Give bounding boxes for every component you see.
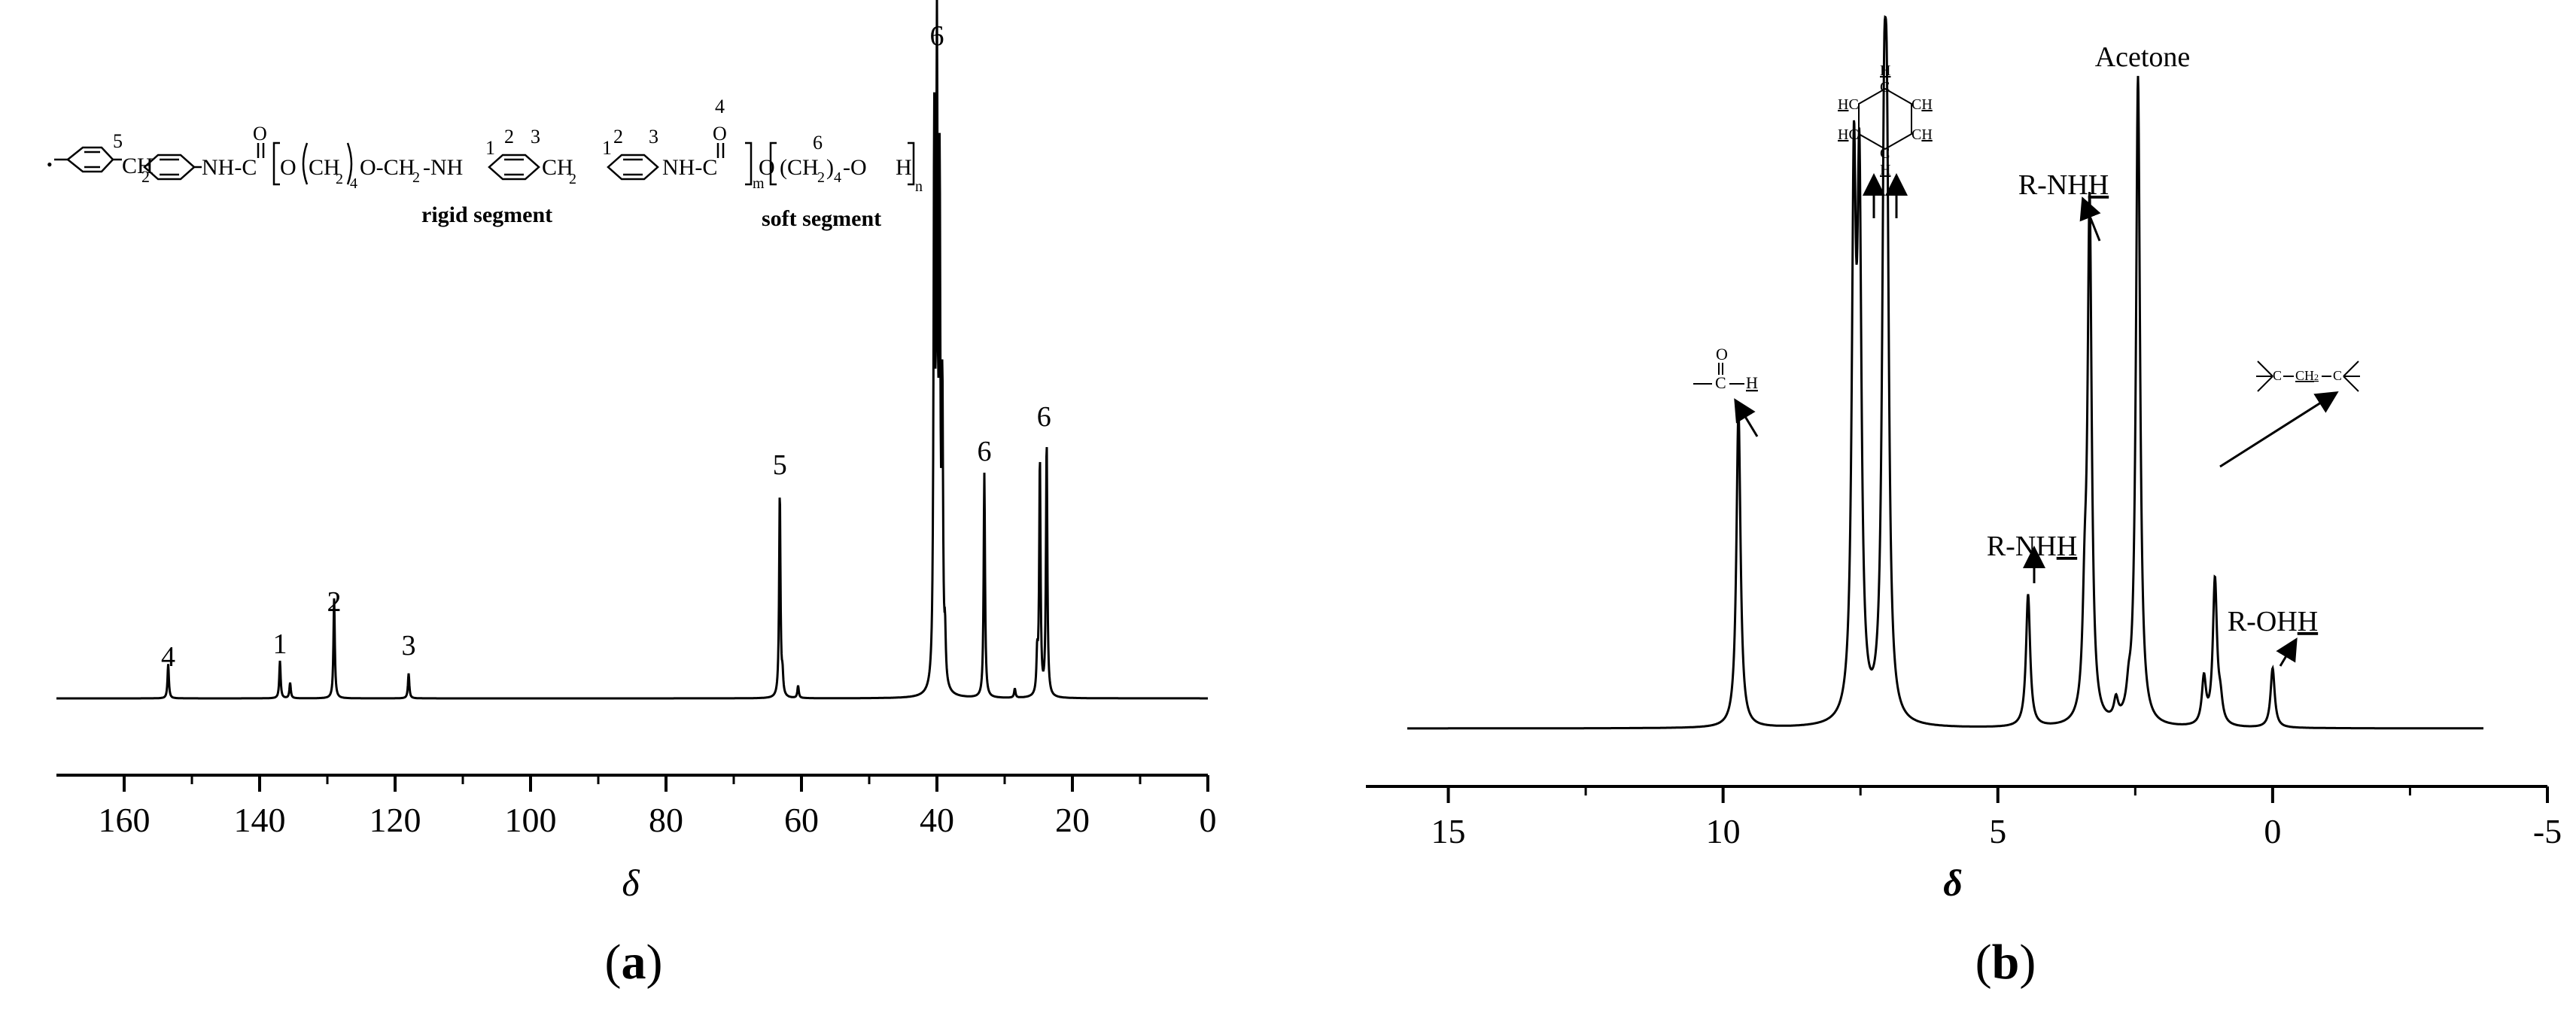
svg-text:2: 2 (504, 126, 514, 148)
panel-label-a: (a) (605, 935, 663, 990)
x-tick-label: 40 (920, 801, 954, 839)
methylene-structure: C CH2 C (2256, 360, 2360, 392)
svg-text:H: H (896, 155, 912, 180)
svg-text:O: O (759, 155, 775, 180)
x-tick-label: 10 (1706, 812, 1741, 850)
spectrum-a-line (56, 0, 1208, 700)
svg-text:2: 2 (613, 126, 623, 148)
svg-text:2: 2 (817, 169, 825, 186)
svg-text:C: C (2273, 368, 2282, 383)
x-tick-label: 160 (99, 801, 151, 839)
benzene-structure: H C CH CH HC HC C H (1838, 62, 1933, 178)
svg-text:2: 2 (141, 167, 150, 186)
x-tick-label: 0 (1200, 801, 1217, 839)
x-tick-label: 5 (1989, 812, 2006, 850)
svg-text:CH: CH (1911, 96, 1933, 113)
soft-segment-label: soft segment (762, 206, 881, 231)
svg-text:4: 4 (715, 96, 725, 117)
svg-text:CH: CH (122, 154, 154, 178)
svg-text:H: H (1880, 62, 1890, 79)
x-tick-label: 60 (784, 801, 819, 839)
peak-label: 6 (1037, 401, 1051, 433)
svg-text:O: O (280, 155, 297, 180)
panel-label-b: (b) (1975, 935, 2036, 990)
svg-text:CH: CH (309, 155, 340, 180)
svg-text:-O: -O (843, 155, 867, 180)
svg-text:•: • (47, 155, 53, 174)
x-tick-label: 120 (370, 801, 421, 839)
peak-label: 4 (161, 641, 175, 673)
svg-text:O: O (713, 123, 727, 144)
svg-text:): ) (826, 155, 834, 180)
svg-text:O-CH: O-CH (360, 155, 415, 180)
svg-text:3: 3 (649, 126, 658, 148)
x-tick-label: 0 (2264, 812, 2281, 850)
svg-text:(b): (b) (1975, 935, 2036, 990)
svg-text:O: O (253, 123, 267, 144)
x-ticks-b: 15 10 5 0 -5 (1431, 786, 2562, 850)
x-tick-label: 100 (505, 801, 557, 839)
polymer-structure-text: • CH 2 5 NH-C O O CH 2 4 O-CH 2 -NH 1 2 … (47, 96, 923, 231)
spectrum-b-line (1407, 15, 2483, 730)
svg-text:H: H (1880, 162, 1890, 178)
svg-text:HC: HC (1838, 96, 1859, 113)
aldehyde-structure: O C H (1693, 345, 1758, 392)
peak-label: 1 (273, 628, 287, 660)
annotation-arrows-b (1734, 173, 2339, 667)
svg-text:2: 2 (336, 171, 343, 187)
peak-label: 6 (978, 436, 992, 467)
peak-label: 6 (930, 20, 944, 52)
rigid-segment-label: rigid segment (421, 202, 552, 227)
svg-text:2: 2 (569, 171, 576, 187)
svg-text:2: 2 (412, 169, 420, 186)
svg-text:3: 3 (531, 126, 540, 148)
peak-label: 5 (773, 449, 787, 481)
svg-text:R-OHH: R-OHH (2228, 606, 2318, 637)
svg-text:NH-C: NH-C (662, 155, 717, 180)
svg-text:NH-C: NH-C (202, 155, 257, 180)
svg-text:n: n (915, 178, 923, 195)
x-ticks-a: 160 140 120 100 80 60 40 20 0 (99, 775, 1217, 839)
svg-text:1: 1 (485, 137, 495, 159)
svg-text:HC: HC (1838, 126, 1859, 143)
svg-text:CH2: CH2 (2295, 368, 2319, 383)
svg-text:4: 4 (350, 175, 357, 192)
rnh-label-lower: R-NHH (1987, 531, 2077, 562)
svg-text:-NH: -NH (423, 155, 463, 180)
svg-text:R-NHH: R-NHH (2018, 169, 2109, 201)
svg-text:CH: CH (1911, 126, 1933, 143)
panel-b: 15 10 5 0 -5 δ (b) Acetone R-NHH R-NHH (1366, 15, 2562, 990)
x-axis-label-a: δ (622, 862, 640, 904)
svg-text:6: 6 (813, 132, 823, 154)
x-tick-label: -5 (2533, 812, 2562, 850)
svg-text:(CH: (CH (780, 155, 819, 180)
svg-text:CH: CH (542, 155, 573, 180)
roh-label: R-OHH (2228, 606, 2318, 637)
peak-label: 3 (402, 630, 416, 662)
svg-text:C: C (1880, 145, 1890, 162)
svg-text:1: 1 (602, 137, 612, 159)
svg-text:(a): (a) (605, 935, 663, 990)
acetone-label: Acetone (2095, 41, 2191, 73)
svg-text:H: H (1746, 373, 1758, 392)
svg-text:5: 5 (113, 130, 123, 152)
svg-text:O: O (1716, 345, 1728, 363)
x-tick-label: 80 (649, 801, 683, 839)
x-tick-label: 15 (1431, 812, 1466, 850)
x-axis-label-b: δ (1943, 862, 1963, 904)
svg-text:C: C (1715, 373, 1726, 392)
x-tick-label: 140 (234, 801, 286, 839)
svg-text:4: 4 (834, 169, 841, 186)
svg-text:C: C (1880, 79, 1890, 96)
svg-text:C: C (2333, 368, 2342, 383)
polymer-structure (54, 141, 915, 186)
svg-text:R-NHH: R-NHH (1987, 531, 2077, 562)
peak-label: 2 (327, 586, 342, 618)
rnh-label-upper: R-NHH (2018, 169, 2109, 201)
svg-text:m: m (753, 175, 765, 192)
x-tick-label: 20 (1055, 801, 1090, 839)
